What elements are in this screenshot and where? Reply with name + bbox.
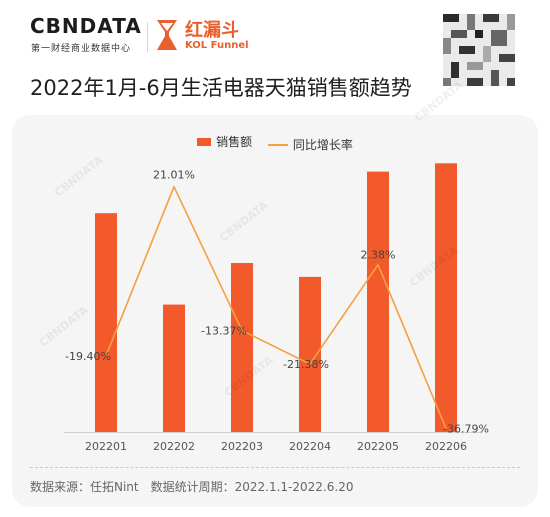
chart-legend: 销售额 同比增长率: [0, 133, 550, 153]
growth-label-202205: 2.38%: [361, 249, 396, 262]
x-tick-202202: 202202: [153, 440, 195, 453]
growth-label-202202: 21.01%: [153, 169, 195, 182]
kol-funnel-logo: 红漏斗: [185, 20, 239, 41]
funnel-icon: [157, 20, 177, 50]
legend-item-growth: 同比增长率: [267, 136, 353, 153]
growth-label-202204: -21.38%: [283, 358, 329, 371]
legend-line-swatch: [267, 143, 288, 146]
kol-funnel-logo-en: KOL Funnel: [185, 40, 249, 51]
x-tick-202206: 202206: [425, 440, 467, 453]
footer-source: 数据来源：任拓Nint 数据统计周期：2022.1.1-2022.6.20: [30, 480, 354, 494]
legend-bar-swatch: [197, 137, 212, 146]
growth-label-202206: -36.79%: [443, 423, 489, 436]
bar-202201: [95, 213, 117, 432]
bar-202204: [299, 276, 321, 432]
bar-202205: [367, 171, 389, 432]
header: CBNDATA 第一财经商业数据中心 红漏斗 KOL Funnel: [0, 0, 550, 86]
growth-label-202201: -19.40%: [65, 350, 111, 363]
qr-code-icon: [443, 14, 515, 86]
x-tick-202204: 202204: [289, 440, 331, 453]
growth-line: [105, 185, 447, 429]
legend-sales-label: 销售额: [216, 135, 253, 149]
bar-202203: [231, 263, 253, 432]
bar-202206: [435, 163, 457, 432]
growth-label-202203: -13.37%: [201, 325, 247, 338]
x-tick-202205: 202205: [357, 440, 399, 453]
cbndata-logo-subtitle: 第一财经商业数据中心: [31, 44, 132, 54]
bar-202202: [163, 304, 185, 432]
page-title: 2022年1月-6月生活电器天猫销售额趋势: [30, 76, 412, 100]
legend-growth-label: 同比增长率: [292, 138, 353, 152]
logo-divider: [147, 22, 148, 52]
footer-divider: [30, 467, 520, 468]
x-tick-202203: 202203: [221, 440, 263, 453]
legend-item-sales: 销售额: [197, 133, 252, 150]
x-tick-202201: 202201: [85, 440, 127, 453]
cbndata-logo: CBNDATA: [30, 14, 142, 38]
